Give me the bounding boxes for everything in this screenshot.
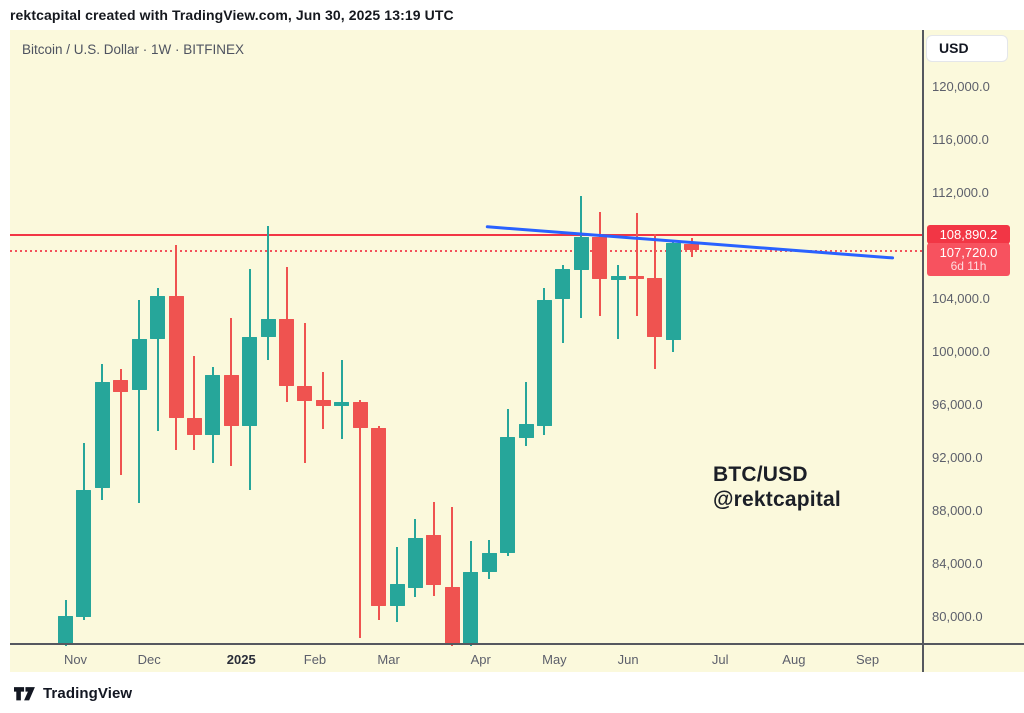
price-tick-label: 88,000.0 xyxy=(932,503,983,518)
candle-wick-down xyxy=(193,355,196,451)
candle-body-down xyxy=(186,418,202,436)
candle-body-up xyxy=(242,337,258,427)
price-tick-label: 120,000.0 xyxy=(932,79,990,94)
price-tick-label: 80,000.0 xyxy=(932,609,983,624)
watermark-symbol: BTC/USD xyxy=(713,463,808,486)
candle-wick-down xyxy=(119,369,122,476)
tradingview-logo-link[interactable]: TradingView xyxy=(14,685,132,702)
candle-body-up xyxy=(500,436,516,554)
candle-wick-up xyxy=(525,382,527,447)
current-price-label: 107,720.0 6d 11h xyxy=(927,242,1010,276)
attribution-bar: rektcapital created with TradingView.com… xyxy=(0,0,1024,30)
candle-body-down xyxy=(592,236,608,280)
time-tick-label: Mar xyxy=(377,652,400,667)
candle-body-down xyxy=(315,399,331,407)
candle-body-up xyxy=(481,553,497,572)
candle-body-up xyxy=(665,243,681,341)
candle-body-down xyxy=(113,379,129,392)
time-axis-border xyxy=(10,643,1024,645)
candle-body-up xyxy=(205,374,221,436)
candle-wick-up xyxy=(617,264,620,339)
line-price-label: 108,890.2 xyxy=(927,224,1010,244)
time-tick-label: Jun xyxy=(617,652,639,667)
candle-body-down xyxy=(352,402,368,428)
candle-wick-up xyxy=(340,359,343,440)
time-tick-label: Nov xyxy=(63,652,88,667)
price-scale[interactable]: 120,000.0 116,000.0 112,000.0 104,000.0 100,… xyxy=(922,30,1024,643)
candle-body-down xyxy=(297,386,313,401)
candle-body-down xyxy=(426,534,442,586)
tradingview-logo-icon xyxy=(14,687,35,701)
symbol-title[interactable]: Bitcoin / U.S. Dollar · 1W · BITFINEX xyxy=(22,42,245,57)
price-axis-border xyxy=(922,30,924,672)
time-tick-label: Dec xyxy=(137,652,161,667)
footer-bar: TradingView xyxy=(0,672,1024,713)
price-tick-label: 84,000.0 xyxy=(932,556,983,571)
candle-body-up xyxy=(610,276,626,281)
price-tick-label: 96,000.0 xyxy=(932,397,983,412)
candle-body-up xyxy=(555,268,571,299)
candle-body-down xyxy=(629,276,645,280)
chart-pane xyxy=(10,30,922,646)
candle-body-down xyxy=(223,374,239,427)
candle-body-up xyxy=(131,338,147,391)
candle-body-up xyxy=(573,236,589,270)
candle-body-down xyxy=(647,277,663,338)
time-tick-label: Jul xyxy=(711,652,729,667)
current-price-dotted-line xyxy=(10,249,922,252)
candle-body-up xyxy=(389,583,405,607)
price-tick-label: 92,000.0 xyxy=(932,450,983,465)
candle-wick-up xyxy=(156,288,159,432)
bar-countdown: 6d 11h xyxy=(950,258,987,273)
horizontal-price-line[interactable] xyxy=(10,234,922,237)
candle-layer xyxy=(10,30,922,646)
currency-unit-button[interactable]: USD xyxy=(926,35,1008,62)
time-tick-label: Feb xyxy=(303,652,327,667)
time-scale[interactable]: Nov Dec 2025 Feb Mar Apr May Jun Jul Aug Sep xyxy=(10,644,1024,672)
candle-body-up xyxy=(58,615,73,645)
chart-watermark: BTC/USD @rektcapital xyxy=(713,462,841,512)
current-price-value: 107,720.0 xyxy=(939,244,998,260)
candle-body-up xyxy=(463,571,479,645)
candle-body-up xyxy=(150,296,166,339)
candle-wick-down xyxy=(359,399,362,639)
price-tick-label: 112,000.0 xyxy=(932,185,989,200)
line-price-value: 108,890.2 xyxy=(939,226,998,242)
price-tick-label: 104,000.0 xyxy=(932,291,990,306)
candle-wick-up xyxy=(561,264,564,343)
price-tick-label: 116,000.0 xyxy=(932,132,989,147)
tradingview-logo-text: TradingView xyxy=(43,685,133,702)
candle-wick-down xyxy=(451,507,454,646)
candle-body-up xyxy=(76,489,92,617)
candle-body-down xyxy=(279,318,295,387)
candle-body-up xyxy=(518,423,534,439)
time-tick-label: May xyxy=(542,652,567,667)
candle-wick-up xyxy=(267,226,270,360)
candle-wick-down xyxy=(635,212,638,317)
candle-body-down xyxy=(444,586,460,645)
candle-body-up xyxy=(536,300,552,427)
candle-body-down xyxy=(684,244,700,250)
time-tick-label: Aug xyxy=(782,652,806,667)
watermark-handle: @rektcapital xyxy=(713,488,841,511)
candle-wick-up xyxy=(138,300,141,504)
candle-body-up xyxy=(407,537,423,588)
attribution-text: rektcapital created with TradingView.com… xyxy=(10,7,454,23)
candle-body-up xyxy=(94,382,110,489)
time-tick-label: Sep xyxy=(855,652,880,667)
time-tick-label: 2025 xyxy=(226,652,256,667)
price-tick-label: 100,000.0 xyxy=(932,344,990,359)
candle-body-up xyxy=(260,318,276,338)
candle-body-down xyxy=(371,427,387,607)
candle-body-up xyxy=(334,402,350,407)
time-tick-label: Apr xyxy=(470,652,491,667)
candle-body-down xyxy=(168,296,184,419)
